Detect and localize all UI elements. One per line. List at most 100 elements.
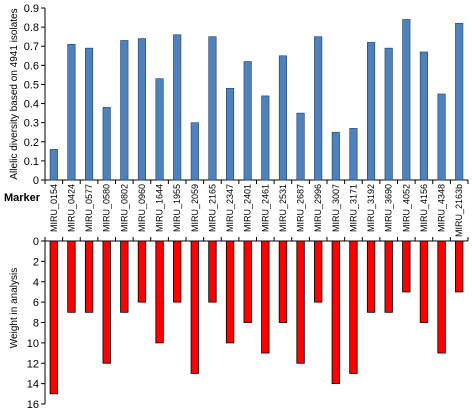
top-bar-miru-0424: [67, 44, 76, 181]
category-label: MIRU_2163b: [454, 184, 464, 237]
category-label: MIRU_4348: [437, 184, 447, 232]
top-y-axis-title: Allelic diversity based on 4941 isolates: [9, 8, 20, 179]
bottom-y-tick-label: 0: [33, 236, 39, 248]
top-bar-miru-0802: [120, 40, 129, 181]
top-bar-miru-4052: [402, 19, 411, 181]
bottom-y-tick-label: 6: [33, 297, 39, 309]
x-axis-title: Marker: [4, 192, 41, 204]
bottom-bar-miru-2996: [314, 240, 323, 303]
top-bar-miru-1644: [155, 78, 164, 181]
bottom-y-tick-label: 12: [27, 358, 39, 370]
category-label: MIRU_3007: [331, 184, 341, 232]
top-y-tick-label: 0.3: [24, 118, 39, 130]
bottom-bar-miru-0960: [137, 240, 147, 303]
category-label: MIRU_2401: [243, 184, 253, 232]
top-bar-miru-2531: [278, 55, 287, 181]
bottom-bar-miru-2687: [296, 240, 305, 364]
top-y-tick-label: 0.5: [24, 79, 39, 91]
bottom-bar-miru-0424: [67, 240, 76, 313]
top-bar-miru-2165: [208, 36, 217, 181]
bottom-bar-miru-0802: [120, 240, 129, 313]
top-bar-miru-0154: [49, 149, 58, 181]
bottom-bar-miru-0154: [49, 240, 58, 395]
bottom-bar-miru-2461: [261, 240, 270, 354]
top-bar-miru-2401: [243, 61, 252, 181]
top-y-tick-label: 0.6: [24, 60, 39, 72]
top-bar-miru-2347: [226, 87, 235, 181]
bottom-bar-miru-2401: [243, 240, 252, 323]
top-bar-miru-2163b: [455, 22, 464, 181]
bottom-bar-miru-2059: [190, 240, 199, 374]
category-label: MIRU_0802: [119, 184, 129, 232]
top-bar-miru-2461: [261, 95, 270, 181]
category-label: MIRU_2996: [313, 184, 323, 232]
top-bar-miru-2687: [296, 112, 305, 181]
bottom-bar-miru-3690: [384, 240, 393, 313]
bottom-bars: [49, 240, 464, 395]
category-label: MIRU_2347: [225, 184, 235, 232]
bottom-bar-miru-3007: [331, 240, 340, 385]
bottom-bar-miru-4052: [402, 240, 411, 293]
top-bar-miru-1955: [173, 34, 182, 181]
top-bar-miru-0960: [137, 38, 146, 181]
bottom-bar-miru-3192: [366, 240, 376, 313]
bottom-y-tick-label: 2: [33, 256, 39, 268]
top-y-tick-label: 0.7: [24, 41, 39, 53]
category-label: MIRU_2059: [190, 184, 200, 232]
bottom-bar-miru-1644: [155, 240, 164, 344]
category-label: MIRU_3192: [366, 184, 376, 232]
top-y-tick-label: 0.1: [24, 156, 39, 168]
top-y-tick-label: 0.9: [24, 3, 39, 15]
category-label: MIRU_0580: [102, 184, 112, 232]
top-y-tick-label: 0: [33, 175, 39, 187]
bottom-y-tick-label: 4: [33, 277, 39, 289]
category-label: MIRU_3690: [384, 184, 394, 232]
top-bar-miru-0580: [102, 107, 111, 181]
bottom-bar-miru-4348: [437, 240, 446, 354]
category-label: MIRU_2531: [278, 184, 288, 232]
bottom-bar-miru-1955: [173, 240, 182, 303]
bottom-bar-miru-2165: [208, 240, 217, 303]
category-label: MIRU_1644: [155, 184, 165, 232]
top-bar-miru-0577: [85, 47, 94, 181]
bottom-bar-miru-3171: [349, 240, 358, 374]
bottom-y-axis-title: Weight in analysis: [9, 268, 20, 348]
top-bar-miru-4156: [419, 51, 428, 181]
top-y-tick-label: 0.8: [24, 22, 39, 34]
top-axes: 0 0.1 0.2 0.3 0.4 0.5 0.6 0.7 0.8 0.9: [24, 3, 469, 187]
category-label: MIRU_3171: [348, 184, 358, 232]
top-bar-miru-3690: [384, 47, 393, 181]
bottom-bar-miru-0580: [102, 240, 111, 364]
top-bar-miru-3007: [331, 131, 340, 181]
top-bar-miru-2059: [190, 122, 199, 181]
bottom-y-tick-label: 14: [27, 379, 39, 391]
bottom-axes: 0 2 4 6 8 10 12 14 16: [27, 236, 469, 409]
bottom-bar-miru-2531: [278, 240, 288, 323]
category-label: MIRU_0960: [137, 184, 147, 232]
category-label: MIRU_0154: [49, 184, 59, 232]
bottom-y-tick-label: 16: [27, 399, 39, 409]
top-y-tick-label: 0.4: [24, 99, 39, 111]
top-bar-miru-3192: [367, 42, 376, 181]
bottom-bar-miru-0577: [84, 240, 94, 313]
top-bar-miru-3171: [349, 128, 358, 181]
bottom-bar-miru-2347: [225, 240, 235, 344]
top-bar-miru-2996: [314, 36, 323, 181]
category-label: MIRU_2165: [207, 184, 217, 232]
category-labels: MIRU_0154 MIRU_0424 MIRU_0577 MIRU_0580 MIRU…: [49, 184, 464, 237]
category-label: MIRU_0577: [84, 184, 94, 232]
top-bar-miru-4348: [437, 93, 446, 181]
top-bars: [49, 19, 464, 181]
category-label: MIRU_0424: [66, 184, 76, 232]
bottom-y-tick-label: 8: [33, 318, 39, 330]
bottom-bar-miru-4156: [419, 240, 429, 323]
category-label: MIRU_4052: [401, 184, 411, 232]
category-label: MIRU_2461: [260, 184, 270, 232]
category-label: MIRU_1955: [172, 184, 182, 232]
top-y-tick-label: 0.2: [24, 137, 39, 149]
bottom-bar-miru-2163b: [455, 240, 464, 293]
bottom-y-tick-label: 10: [27, 338, 39, 350]
category-label: MIRU_4156: [419, 184, 429, 232]
